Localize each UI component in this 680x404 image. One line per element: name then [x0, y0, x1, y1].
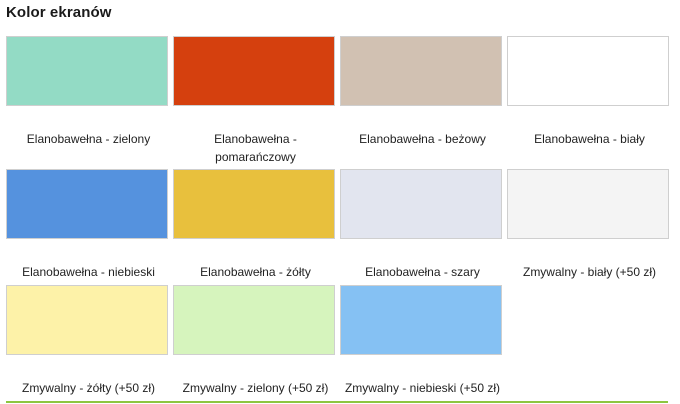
swatch-item-elanobawelna-bialy[interactable]: Elanobawełna - biały	[507, 36, 672, 148]
swatch-item-zmywalny-bialy[interactable]: Zmywalny - biały (+50 zł)	[507, 169, 672, 281]
color-swatch[interactable]	[6, 285, 168, 355]
swatch-label: Elanobawełna - beżowy	[359, 132, 486, 146]
swatch-label: Elanobawełna - niebieski	[22, 265, 155, 279]
color-swatch[interactable]	[340, 36, 502, 106]
swatch-item-elanobawelna-zielony[interactable]: Elanobawełna - zielony	[6, 36, 171, 148]
swatch-item-elanobawelna-niebieski[interactable]: Elanobawełna - niebieski	[6, 169, 171, 281]
section-divider	[6, 401, 668, 403]
swatch-label: Elanobawełna - szary	[365, 265, 480, 279]
swatch-item-elanobawelna-bezowy[interactable]: Elanobawełna - beżowy	[340, 36, 505, 148]
swatch-item-elanobawelna-szary[interactable]: Elanobawełna - szary	[340, 169, 505, 281]
swatch-item-elanobawelna-pomaranczowy[interactable]: Elanobawełna - pomarańczowy	[173, 36, 338, 166]
swatch-item-zmywalny-zielony[interactable]: Zmywalny - zielony (+50 zł)	[173, 285, 338, 397]
color-swatch[interactable]	[340, 285, 502, 355]
section-title: Kolor ekranów	[6, 4, 112, 21]
color-swatch[interactable]	[507, 36, 669, 106]
swatch-label: Elanobawełna - biały	[534, 132, 645, 146]
swatch-item-zmywalny-niebieski[interactable]: Zmywalny - niebieski (+50 zł)	[340, 285, 505, 397]
swatch-label: Elanobawełna - zielony	[26, 132, 151, 146]
color-swatch[interactable]	[6, 169, 168, 239]
color-swatch[interactable]	[173, 169, 335, 239]
swatch-label: Zmywalny - żółty (+50 zł)	[21, 381, 156, 395]
swatch-label: Zmywalny - biały (+50 zł)	[522, 265, 657, 279]
swatch-label: Elanobawełna - żółty	[200, 265, 311, 279]
swatch-item-elanobawelna-zolty[interactable]: Elanobawełna - żółty	[173, 169, 338, 281]
color-swatch[interactable]	[173, 285, 335, 355]
swatch-label: Zmywalny - zielony (+50 zł)	[182, 381, 329, 395]
swatch-item-zmywalny-zolty[interactable]: Zmywalny - żółty (+50 zł)	[6, 285, 171, 397]
swatch-label: Elanobawełna - pomarańczowy	[214, 132, 297, 164]
color-swatch[interactable]	[6, 36, 168, 106]
color-swatch[interactable]	[340, 169, 502, 239]
swatch-label: Zmywalny - niebieski (+50 zł)	[344, 381, 501, 395]
color-swatch[interactable]	[173, 36, 335, 106]
color-swatch[interactable]	[507, 169, 669, 239]
